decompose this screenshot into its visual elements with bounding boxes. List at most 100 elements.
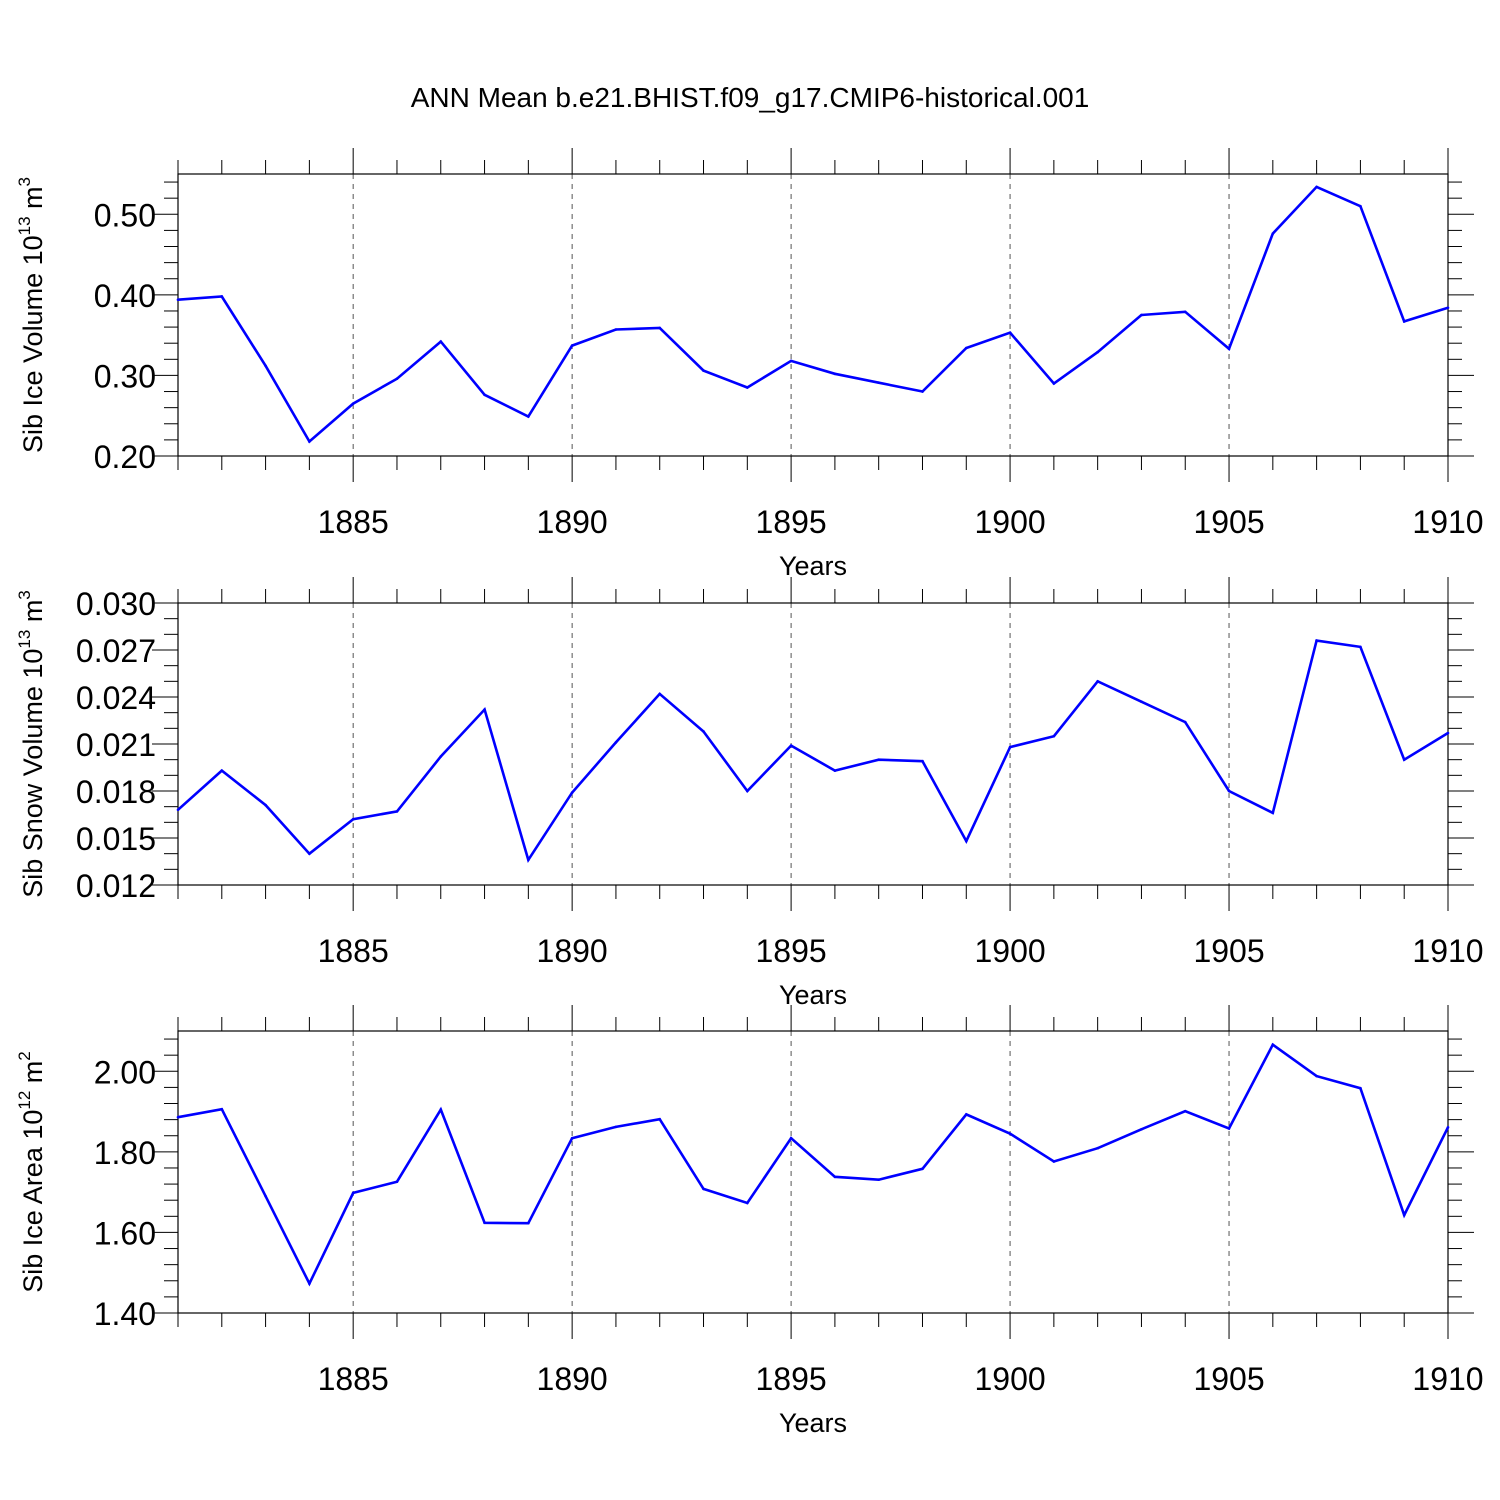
y-axis-label-text: Sib Snow Volume 10 [18, 649, 48, 898]
data-point [220, 1107, 224, 1111]
data-point [351, 817, 355, 821]
panel-2: 0.012 0.015 0.018 0.021 0.024 0.027 0.030 1885 1… [15, 577, 1484, 1010]
data-point [395, 810, 399, 813]
data-point [264, 1194, 267, 1198]
data-point [658, 326, 662, 330]
y-tick-label: 0.50 [94, 197, 156, 233]
data-point [439, 340, 443, 343]
y-axis-label-unit-exponent: 3 [15, 590, 34, 599]
data-point [1271, 232, 1275, 235]
data-point [264, 803, 267, 807]
data-point [1359, 1086, 1362, 1090]
y-tick-label: 1.80 [94, 1135, 156, 1171]
data-point [1140, 313, 1143, 317]
y-tick-label: 0.024 [76, 680, 156, 716]
x-tick-label: 1890 [537, 933, 608, 969]
data-point [483, 708, 486, 711]
x-tick-label: 1905 [1193, 933, 1264, 969]
data-point [921, 1167, 924, 1171]
y-axis-label-text: Sib Ice Area 10 [18, 1110, 48, 1293]
x-tick-label: 1885 [318, 933, 389, 969]
y-tick-label: 0.018 [76, 774, 156, 810]
data-point [1052, 1160, 1056, 1163]
data-point [1096, 350, 1099, 354]
x-tick-label: 1890 [537, 1361, 608, 1397]
y-tick-label: 0.40 [94, 278, 156, 314]
data-point [1359, 204, 1362, 208]
data-point [746, 1201, 749, 1205]
data-point [1008, 331, 1012, 335]
data-point [483, 1221, 486, 1225]
figure-title: ANN Mean b.e21.BHIST.f09_g17.CMIP6-histo… [410, 82, 1090, 113]
x-axis-label: Years [779, 551, 847, 581]
data-point [789, 744, 793, 747]
data-point [1402, 1213, 1406, 1217]
data-point [1227, 347, 1231, 351]
x-tick-label: 1910 [1412, 1361, 1483, 1397]
data-point [833, 1175, 837, 1179]
data-point [176, 808, 180, 812]
data-point [1402, 320, 1406, 323]
data-point [395, 377, 399, 380]
y-tick-label: 0.027 [76, 633, 156, 669]
data-point [176, 1115, 180, 1119]
data-point [439, 1108, 443, 1111]
data-point [308, 1282, 311, 1285]
data-point [1183, 720, 1187, 724]
y-axis-label-unit: m [18, 600, 48, 630]
data-point [789, 359, 793, 363]
data-point [439, 755, 443, 758]
data-point [1227, 789, 1231, 793]
y-tick-label: 2.00 [94, 1054, 156, 1090]
plot-frame [177, 1030, 1449, 1314]
data-point [1183, 1109, 1187, 1113]
data-point [833, 372, 837, 376]
data-point [1315, 639, 1318, 642]
data-point [1315, 1074, 1318, 1078]
x-axis-label: Years [779, 1408, 847, 1438]
y-tick-label: 1.40 [94, 1296, 156, 1332]
x-tick-label: 1890 [537, 504, 608, 540]
x-tick-label: 1910 [1412, 504, 1483, 540]
x-tick-label: 1900 [974, 933, 1045, 969]
data-point [746, 386, 749, 389]
y-tick-label: 1.60 [94, 1215, 156, 1251]
data-point [1183, 310, 1187, 314]
data-point [1052, 734, 1056, 738]
data-point [308, 852, 311, 855]
data-point [833, 769, 837, 772]
data-point [877, 758, 880, 761]
data-point [746, 789, 749, 793]
data-point [1271, 1043, 1275, 1046]
data-point [351, 402, 355, 405]
data-point [789, 1136, 793, 1140]
y-tick-label: 0.012 [76, 868, 156, 904]
data-point [1008, 745, 1012, 749]
series-line [177, 185, 1449, 444]
data-point [614, 741, 618, 744]
data-point [176, 298, 180, 301]
y-axis-label-exponent: 12 [15, 1091, 34, 1110]
y-axis-label-unit: m [18, 186, 48, 216]
data-point [1096, 680, 1099, 683]
data-point [1227, 1127, 1231, 1130]
y-axis-label-unit-exponent: 3 [15, 177, 34, 186]
data-point [308, 440, 311, 443]
data-point [1402, 758, 1406, 761]
data-point [614, 328, 618, 331]
data-point [1052, 382, 1056, 385]
data-point [702, 1187, 705, 1191]
y-tick-label: 0.030 [76, 586, 156, 622]
x-tick-label: 1895 [756, 933, 827, 969]
y-axis-label-exponent: 13 [15, 630, 34, 649]
data-point [220, 769, 224, 772]
plot-frame [177, 173, 1449, 457]
y-tick-label: 0.20 [94, 439, 156, 475]
data-point [1446, 731, 1450, 735]
x-tick-label: 1885 [318, 1361, 389, 1397]
data-point [220, 295, 224, 298]
data-point [1271, 811, 1275, 815]
data-point [658, 692, 662, 696]
data-point [527, 858, 530, 862]
data-point [921, 759, 924, 763]
